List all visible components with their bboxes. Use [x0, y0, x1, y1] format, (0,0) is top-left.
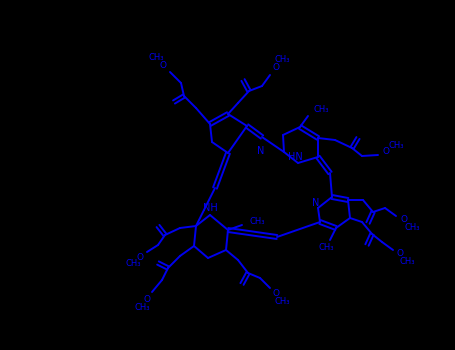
Text: CH₃: CH₃: [318, 243, 334, 252]
Text: NH: NH: [202, 203, 217, 213]
Text: CH₃: CH₃: [125, 259, 141, 268]
Text: HN: HN: [288, 152, 303, 162]
Text: CH₃: CH₃: [274, 298, 290, 307]
Text: O: O: [160, 62, 167, 70]
Text: CH₃: CH₃: [148, 52, 164, 62]
Text: O: O: [273, 289, 279, 299]
Text: CH₃: CH₃: [274, 55, 290, 63]
Text: CH₃: CH₃: [388, 141, 404, 150]
Text: O: O: [273, 63, 279, 72]
Text: CH₃: CH₃: [314, 105, 329, 114]
Text: CH₃: CH₃: [404, 224, 420, 232]
Text: O: O: [136, 252, 143, 261]
Text: O: O: [400, 216, 408, 224]
Text: O: O: [143, 294, 151, 303]
Text: O: O: [396, 250, 404, 259]
Text: N: N: [258, 146, 265, 156]
Text: CH₃: CH₃: [249, 217, 264, 226]
Text: O: O: [383, 147, 389, 156]
Text: CH₃: CH₃: [134, 303, 150, 313]
Text: CH₃: CH₃: [399, 257, 415, 266]
Text: N: N: [312, 198, 320, 208]
